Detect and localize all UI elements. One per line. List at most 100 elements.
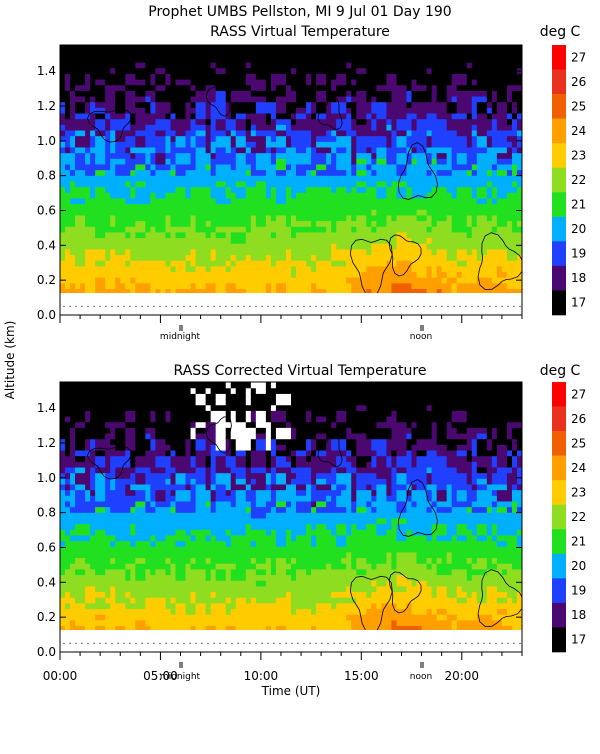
- heatmap-cell: [115, 529, 121, 535]
- heatmap-cell: [60, 260, 66, 266]
- heatmap-cell: [251, 283, 257, 289]
- heatmap-cell: [65, 215, 71, 221]
- heatmap-cell: [296, 187, 302, 193]
- heatmap-cell: [140, 62, 146, 68]
- heatmap-cell: [85, 490, 91, 496]
- heatmap-cell: [85, 614, 91, 620]
- heatmap-cell: [160, 170, 166, 176]
- heatmap-cell: [341, 237, 347, 243]
- heatmap-cell: [422, 85, 428, 91]
- heatmap-cell: [105, 614, 111, 620]
- heatmap-cell: [110, 90, 116, 96]
- heatmap-cell: [401, 102, 407, 108]
- heatmap-cell: [386, 221, 392, 227]
- heatmap-cell: [196, 283, 202, 289]
- heatmap-cell: [110, 620, 116, 626]
- heatmap-cell: [110, 124, 116, 130]
- heatmap-cell: [226, 288, 232, 294]
- heatmap-cell: [110, 170, 116, 176]
- heatmap-cell: [266, 232, 272, 238]
- heatmap-cell: [336, 271, 342, 277]
- heatmap-cell: [371, 260, 377, 266]
- heatmap-cell: [371, 136, 377, 142]
- heatmap-cell: [361, 192, 367, 198]
- heatmap-cell: [356, 254, 362, 260]
- heatmap-cell: [467, 260, 473, 266]
- heatmap-cell: [266, 226, 272, 232]
- heatmap-cell: [115, 243, 121, 249]
- heatmap-cell: [291, 198, 297, 204]
- heatmap-cell: [60, 433, 66, 439]
- heatmap-cell: [165, 68, 171, 74]
- heatmap-cell: [65, 271, 71, 277]
- heatmap-cell: [226, 215, 232, 221]
- heatmap-cell: [331, 271, 337, 277]
- heatmap-cell: [316, 277, 322, 283]
- heatmap-cell: [65, 85, 71, 91]
- heatmap-cell: [221, 204, 227, 210]
- heatmap-cell: [120, 574, 126, 580]
- heatmap-cell: [130, 569, 136, 575]
- heatmap-cell: [80, 427, 86, 433]
- heatmap-cell: [487, 56, 493, 62]
- heatmap-cell: [477, 158, 483, 164]
- heatmap-cell: [291, 226, 297, 232]
- heatmap-cell: [311, 277, 317, 283]
- heatmap-cell: [291, 164, 297, 170]
- heatmap-cell: [276, 45, 282, 51]
- heatmap-cell: [130, 237, 136, 243]
- heatmap-cell: [145, 62, 151, 68]
- heatmap-cell: [60, 85, 66, 91]
- heatmap-cell: [296, 232, 302, 238]
- heatmap-cell: [366, 271, 372, 277]
- heatmap-cell: [75, 153, 81, 159]
- heatmap-cell: [145, 192, 151, 198]
- heatmap-cell: [366, 209, 372, 215]
- heatmap-cell: [125, 490, 131, 496]
- heatmap-cell: [462, 130, 468, 136]
- heatmap-cell: [196, 215, 202, 221]
- heatmap-cell: [482, 107, 488, 113]
- heatmap-cell: [412, 113, 418, 119]
- heatmap-cell: [341, 254, 347, 260]
- heatmap-cell: [65, 484, 71, 490]
- heatmap-cell: [105, 405, 111, 411]
- heatmap-cell: [120, 62, 126, 68]
- heatmap-cell: [165, 102, 171, 108]
- heatmap-cell: [65, 45, 71, 51]
- heatmap-cell: [196, 192, 202, 198]
- heatmap-cell: [331, 266, 337, 272]
- heatmap-cell: [95, 495, 101, 501]
- heatmap-cell: [346, 283, 352, 289]
- heatmap-cell: [135, 608, 141, 614]
- heatmap-cell: [391, 198, 397, 204]
- heatmap-cell: [150, 175, 156, 181]
- heatmap-cell: [326, 271, 332, 277]
- heatmap-cell: [376, 175, 382, 181]
- heatmap-cell: [135, 96, 141, 102]
- heatmap-cell: [75, 232, 81, 238]
- heatmap-cell: [492, 56, 498, 62]
- heatmap-cell: [331, 90, 337, 96]
- heatmap-cell: [452, 136, 458, 142]
- heatmap-cell: [236, 90, 242, 96]
- heatmap-cell: [115, 574, 121, 580]
- heatmap-cell: [140, 56, 146, 62]
- heatmap-cell: [95, 68, 101, 74]
- heatmap-cell: [90, 113, 96, 119]
- heatmap-cell: [401, 215, 407, 221]
- heatmap-cell: [341, 107, 347, 113]
- heatmap-cell: [105, 283, 111, 289]
- heatmap-cell: [366, 175, 372, 181]
- heatmap-cell: [75, 535, 81, 541]
- heatmap-cell: [256, 209, 262, 215]
- heatmap-cell: [381, 79, 387, 85]
- heatmap-cell: [502, 45, 508, 51]
- heatmap-cell: [291, 90, 297, 96]
- heatmap-cell: [186, 90, 192, 96]
- heatmap-cell: [452, 56, 458, 62]
- heatmap-cell: [181, 187, 187, 193]
- heatmap-cell: [221, 266, 227, 272]
- heatmap-cell: [120, 456, 126, 462]
- heatmap-cell: [291, 102, 297, 108]
